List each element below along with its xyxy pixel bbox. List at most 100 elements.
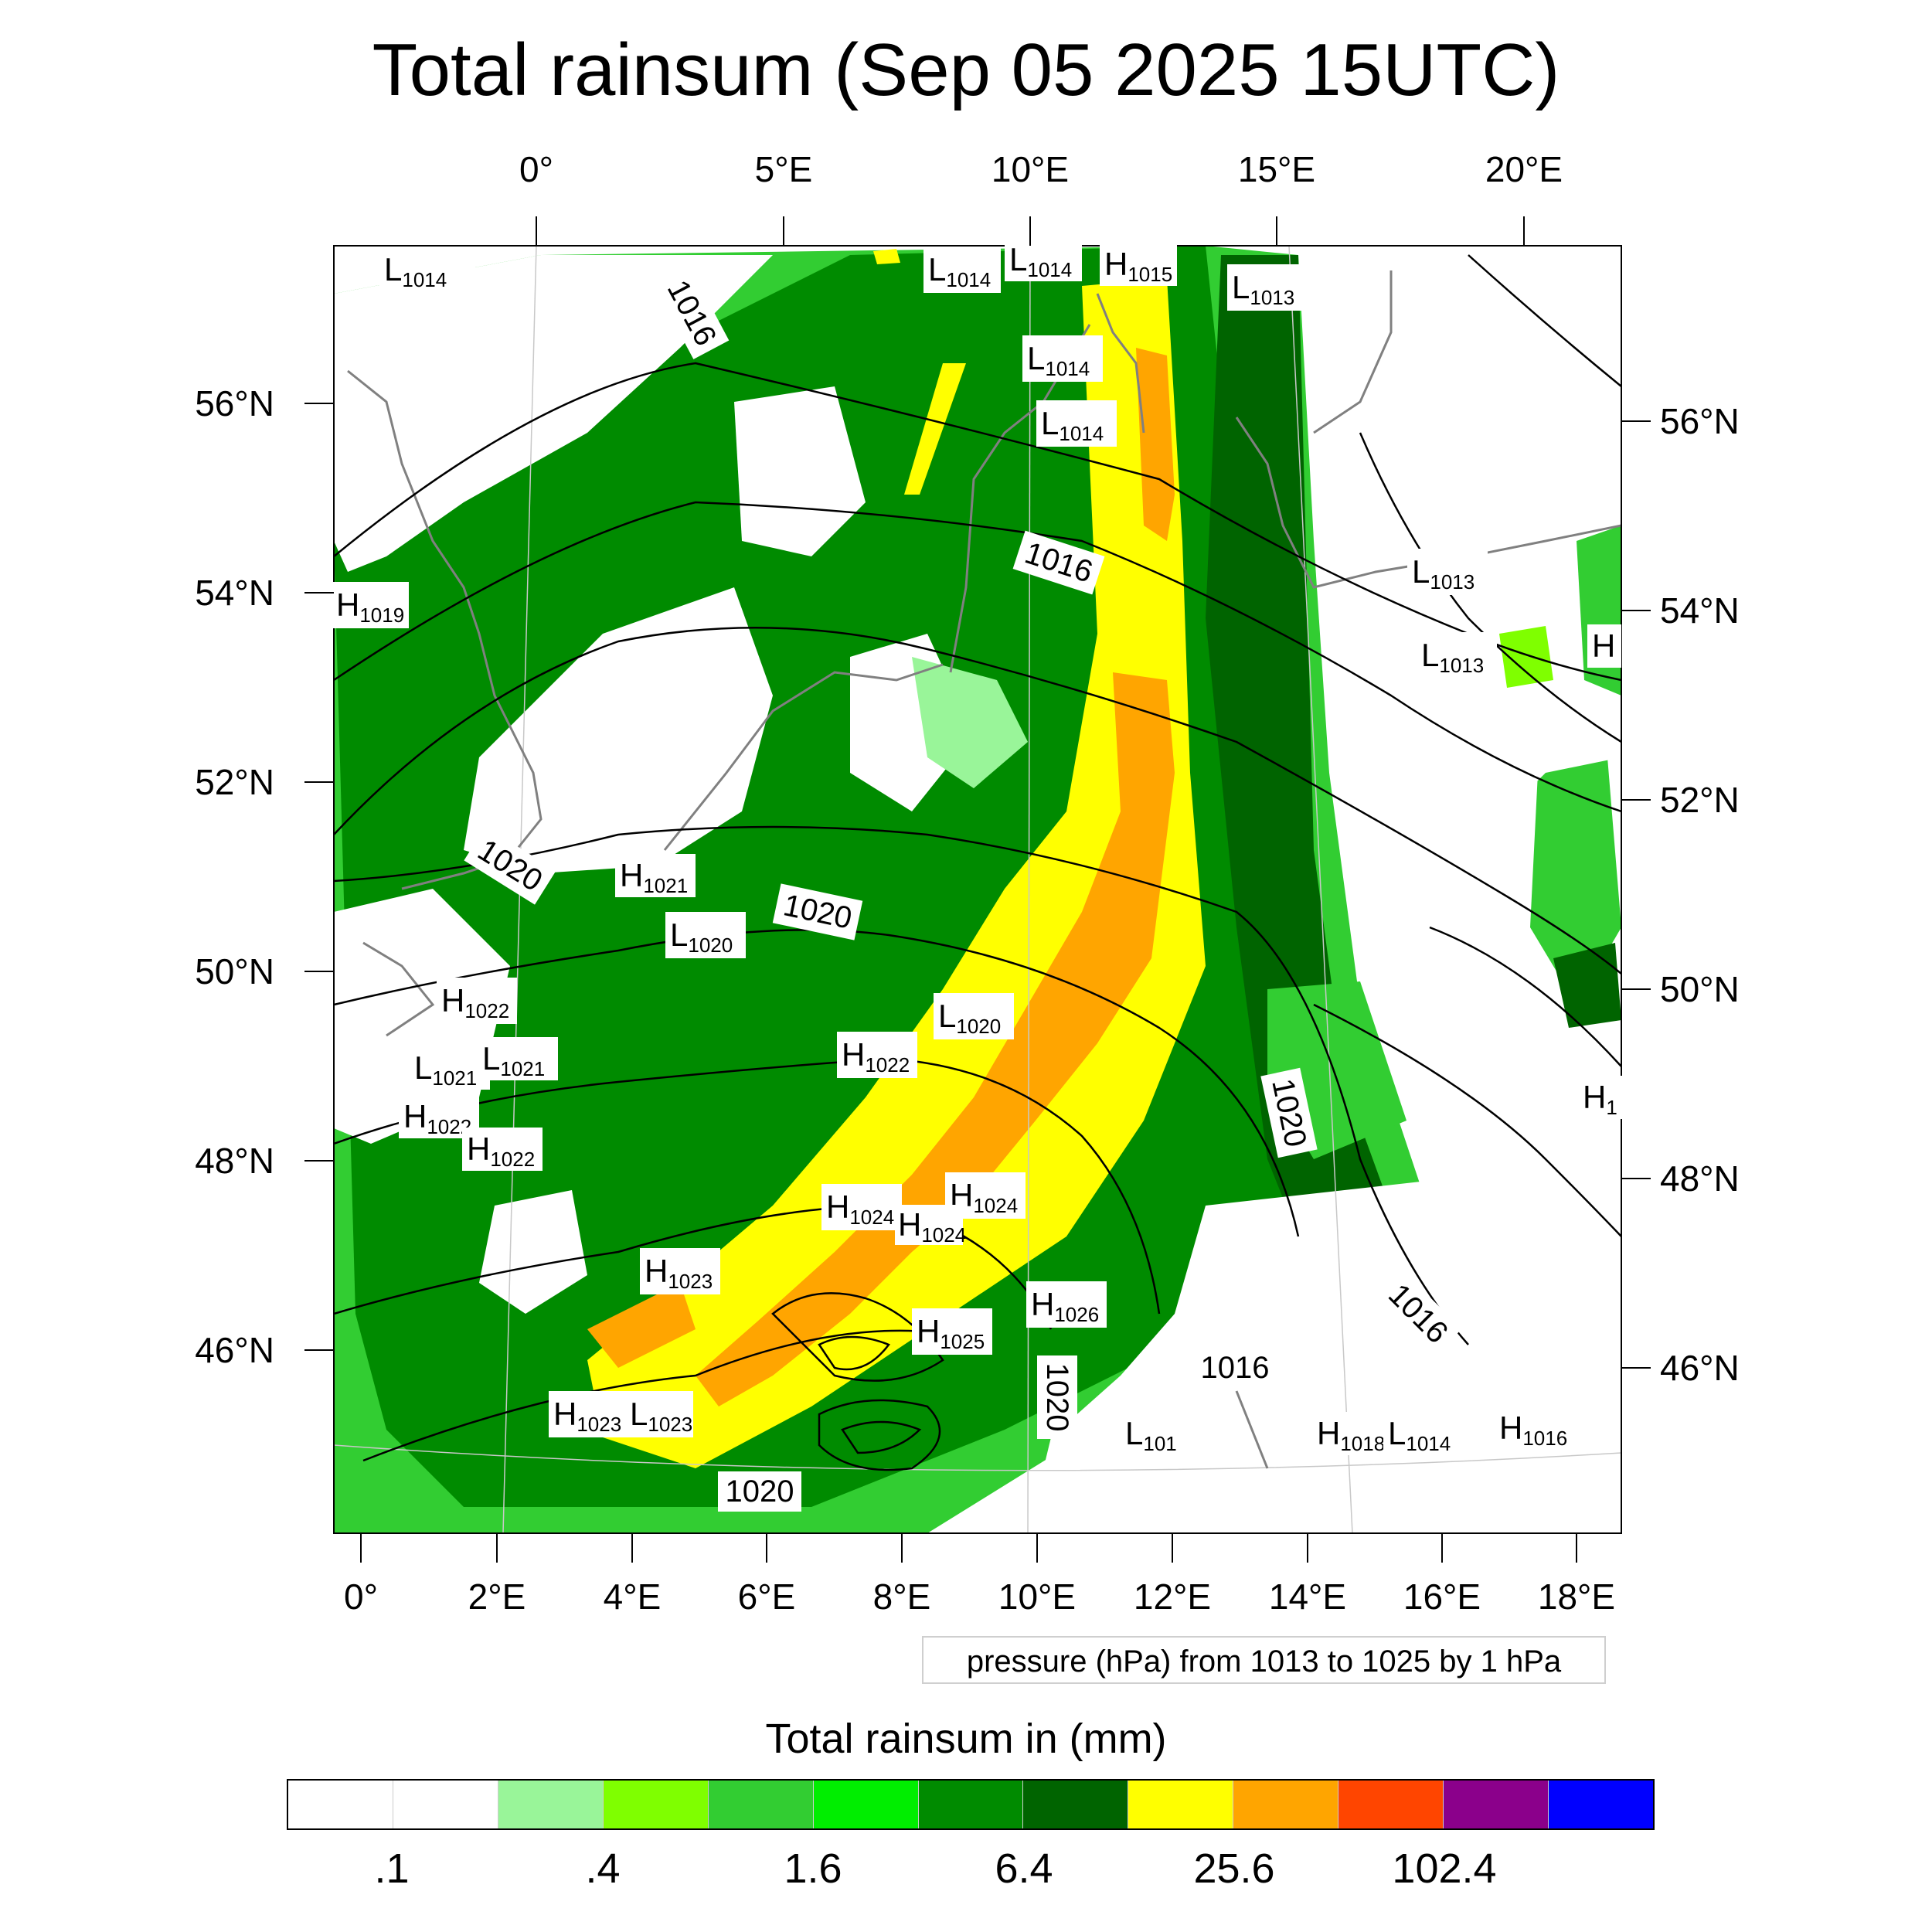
svg-text:H1024: H1024 bbox=[826, 1189, 894, 1229]
svg-text:H: H bbox=[1592, 628, 1615, 664]
svg-text:H1022: H1022 bbox=[467, 1131, 535, 1171]
pressure-center: L1014 bbox=[923, 247, 1001, 293]
colorbar-swatch bbox=[1023, 1781, 1129, 1828]
svg-text:H1023: H1023 bbox=[645, 1253, 713, 1293]
pressure-center: L1013 bbox=[1407, 549, 1488, 595]
colorbar-swatch bbox=[813, 1781, 919, 1828]
pressure-centers: L1014 L1014 L1014 H1015 L1013 L1014 L101… bbox=[332, 238, 1623, 1455]
colorbar-tick-label: 6.4 bbox=[995, 1845, 1053, 1892]
legend-title: Total rainsum in (mm) bbox=[765, 1716, 1167, 1762]
pressure-center: H1 bbox=[1580, 1076, 1623, 1119]
top-axis-label: 5°E bbox=[755, 149, 813, 189]
axis-labels: 0° 5°E 10°E 15°E 20°E 0° 2°E 4°E 6°E 8°E… bbox=[195, 149, 1740, 1617]
pressure-center: H1024 bbox=[895, 1205, 966, 1247]
pressure-center: L1014 bbox=[1022, 335, 1103, 382]
svg-text:L1014: L1014 bbox=[1388, 1415, 1451, 1455]
svg-text:1016: 1016 bbox=[1201, 1351, 1270, 1385]
svg-text:H1022: H1022 bbox=[842, 1036, 910, 1077]
colorbar-tick-label: .4 bbox=[585, 1845, 621, 1892]
bottom-axis-label: 8°E bbox=[873, 1577, 931, 1617]
svg-text:L1014: L1014 bbox=[1009, 241, 1072, 281]
bottom-axis-label: 0° bbox=[344, 1577, 378, 1617]
pressure-center: H1023 bbox=[640, 1248, 720, 1294]
svg-text:L1021: L1021 bbox=[414, 1049, 477, 1090]
left-axis-label: 52°N bbox=[195, 762, 274, 802]
svg-text:L1021: L1021 bbox=[482, 1040, 545, 1080]
colorbar-swatch bbox=[1233, 1781, 1339, 1828]
bottom-axis-label: 16°E bbox=[1403, 1577, 1481, 1617]
svg-text:L1014: L1014 bbox=[384, 251, 447, 291]
pressure-center: L1021 bbox=[410, 1046, 490, 1090]
isobar-label: 1016 bbox=[1193, 1348, 1277, 1388]
svg-text:1020: 1020 bbox=[726, 1475, 794, 1509]
pressure-center: H1024 bbox=[945, 1172, 1026, 1219]
top-axis-label: 10°E bbox=[992, 149, 1069, 189]
svg-text:L1014: L1014 bbox=[1027, 340, 1090, 380]
svg-text:L1014: L1014 bbox=[1041, 405, 1104, 445]
colorbar-swatch bbox=[1444, 1781, 1549, 1828]
pressure-center: L1014 bbox=[1383, 1412, 1464, 1455]
colorbar-swatch bbox=[918, 1781, 1024, 1828]
colorbar-tick-label: 102.4 bbox=[1392, 1845, 1497, 1892]
pressure-center: H1022 bbox=[462, 1128, 543, 1171]
pressure-center: L1013 bbox=[1227, 264, 1308, 311]
colorbar-swatch bbox=[288, 1781, 393, 1828]
pressure-center: H1022 bbox=[837, 1032, 917, 1078]
bottom-axis-label: 6°E bbox=[738, 1577, 796, 1617]
isobar-label: 1020 bbox=[1037, 1355, 1077, 1439]
pressure-center: L1020 bbox=[665, 912, 746, 958]
colorbar-swatch bbox=[603, 1781, 709, 1828]
pressure-center: L1013 bbox=[1417, 632, 1497, 679]
pressure-contour-note: pressure (hPa) from 1013 to 1025 by 1 hP… bbox=[922, 1636, 1606, 1684]
pressure-center: H1021 bbox=[615, 854, 696, 897]
pressure-center: H1015 bbox=[1100, 243, 1177, 286]
right-axis-label: 54°N bbox=[1660, 590, 1740, 631]
pressure-center: H1025 bbox=[912, 1308, 992, 1355]
pressure-center: L1021 bbox=[478, 1037, 558, 1080]
pressure-center: L1014 bbox=[379, 247, 475, 293]
top-axis-label: 0° bbox=[519, 149, 553, 189]
isobar-label: 1020 bbox=[718, 1471, 801, 1512]
svg-text:H1: H1 bbox=[1583, 1079, 1617, 1119]
axis-ticks bbox=[304, 216, 1651, 1563]
bottom-axis-label: 12°E bbox=[1134, 1577, 1211, 1617]
colorbar-tick-label: .1 bbox=[374, 1845, 410, 1892]
bottom-axis-label: 10°E bbox=[998, 1577, 1076, 1617]
bottom-axis-label: 14°E bbox=[1269, 1577, 1346, 1617]
pressure-center: H1018 bbox=[1312, 1412, 1393, 1455]
svg-text:L1020: L1020 bbox=[670, 917, 733, 957]
svg-text:L1020: L1020 bbox=[938, 998, 1001, 1038]
svg-text:1020: 1020 bbox=[1040, 1363, 1074, 1432]
precipitation-shading bbox=[334, 246, 1621, 1533]
pressure-center: H1016 bbox=[1495, 1406, 1575, 1450]
right-axis-label: 56°N bbox=[1660, 401, 1740, 441]
pressure-center: H1022 bbox=[437, 978, 517, 1024]
colorbar-swatch bbox=[708, 1781, 814, 1828]
left-axis-label: 54°N bbox=[195, 573, 274, 613]
bottom-axis-label: 2°E bbox=[468, 1577, 526, 1617]
colorbar-swatch bbox=[498, 1781, 604, 1828]
colorbar-swatch bbox=[1549, 1781, 1653, 1828]
left-axis-label: 50°N bbox=[195, 951, 274, 992]
left-axis-label: 48°N bbox=[195, 1141, 274, 1181]
left-axis-label: 56°N bbox=[195, 383, 274, 423]
svg-text:H1022: H1022 bbox=[441, 982, 509, 1022]
svg-text:L1013: L1013 bbox=[1232, 269, 1294, 309]
map-frame bbox=[333, 245, 1622, 1534]
svg-text:L1023: L1023 bbox=[630, 1396, 692, 1436]
pressure-center: H bbox=[1587, 624, 1621, 668]
right-axis-label: 48°N bbox=[1660, 1158, 1740, 1199]
pressure-center: H1019 bbox=[332, 582, 409, 628]
pressure-center: L1014 bbox=[1036, 400, 1117, 447]
pressure-center: H1026 bbox=[1026, 1281, 1107, 1328]
svg-text:L101: L101 bbox=[1125, 1415, 1177, 1455]
pressure-center: H1023 bbox=[549, 1391, 629, 1437]
svg-text:H1019: H1019 bbox=[336, 587, 404, 627]
top-axis-label: 20°E bbox=[1485, 149, 1563, 189]
svg-text:H1015: H1015 bbox=[1104, 246, 1172, 286]
svg-text:H1026: H1026 bbox=[1031, 1286, 1099, 1326]
colorbar-swatch bbox=[1128, 1781, 1234, 1828]
colorbar-tick-label: 1.6 bbox=[784, 1845, 842, 1892]
pressure-center: L101 bbox=[1122, 1412, 1193, 1455]
